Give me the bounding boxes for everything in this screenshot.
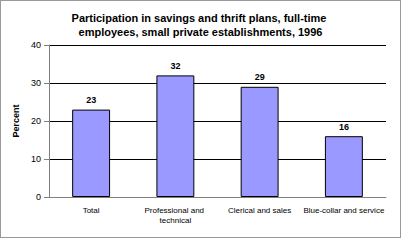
svg-text:32: 32 bbox=[170, 61, 180, 71]
svg-text:23: 23 bbox=[86, 95, 96, 105]
svg-text:employees, small private estab: employees, small private establishments,… bbox=[79, 26, 323, 38]
svg-text:technical: technical bbox=[160, 216, 192, 225]
svg-text:Total: Total bbox=[83, 206, 100, 215]
svg-text:Blue-collar and service: Blue-collar and service bbox=[303, 206, 384, 215]
svg-text:10: 10 bbox=[31, 154, 41, 164]
svg-text:Clerical and sales: Clerical and sales bbox=[228, 206, 291, 215]
svg-text:Percent: Percent bbox=[11, 104, 21, 137]
svg-text:20: 20 bbox=[31, 116, 41, 126]
svg-text:Participation in savings and t: Participation in savings and thrift plan… bbox=[72, 12, 330, 24]
svg-text:40: 40 bbox=[31, 40, 41, 50]
svg-text:29: 29 bbox=[255, 72, 265, 82]
svg-text:30: 30 bbox=[31, 78, 41, 88]
svg-text:0: 0 bbox=[36, 192, 41, 202]
svg-text:Professional and: Professional and bbox=[144, 206, 206, 215]
svg-text:16: 16 bbox=[339, 122, 349, 132]
